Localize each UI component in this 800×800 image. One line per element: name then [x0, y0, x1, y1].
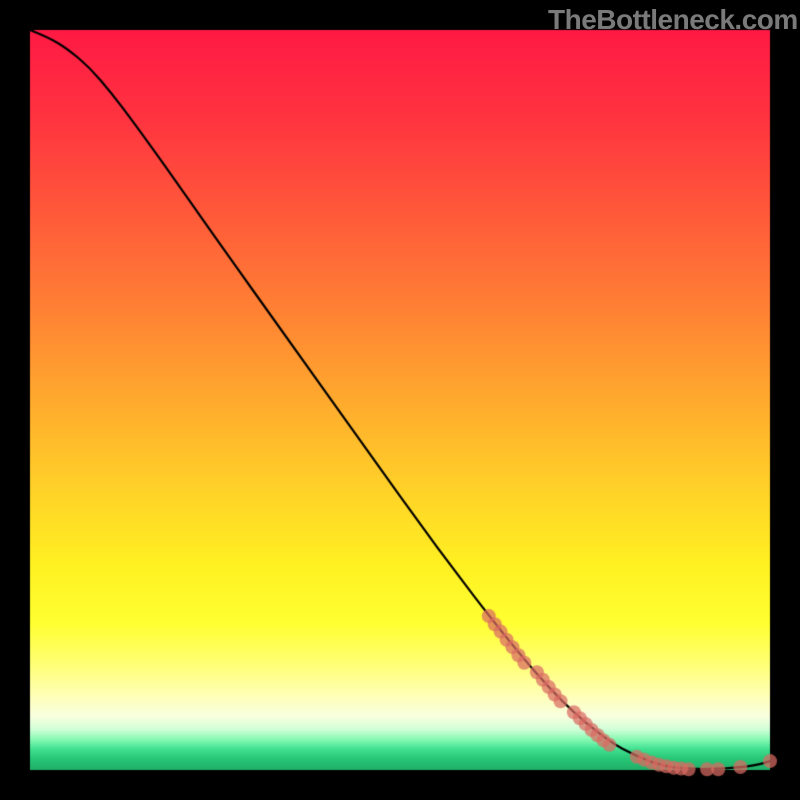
bottleneck-curve-chart	[0, 0, 800, 800]
watermark-text: TheBottleneck.com	[548, 4, 798, 36]
chart-container	[0, 0, 800, 800]
